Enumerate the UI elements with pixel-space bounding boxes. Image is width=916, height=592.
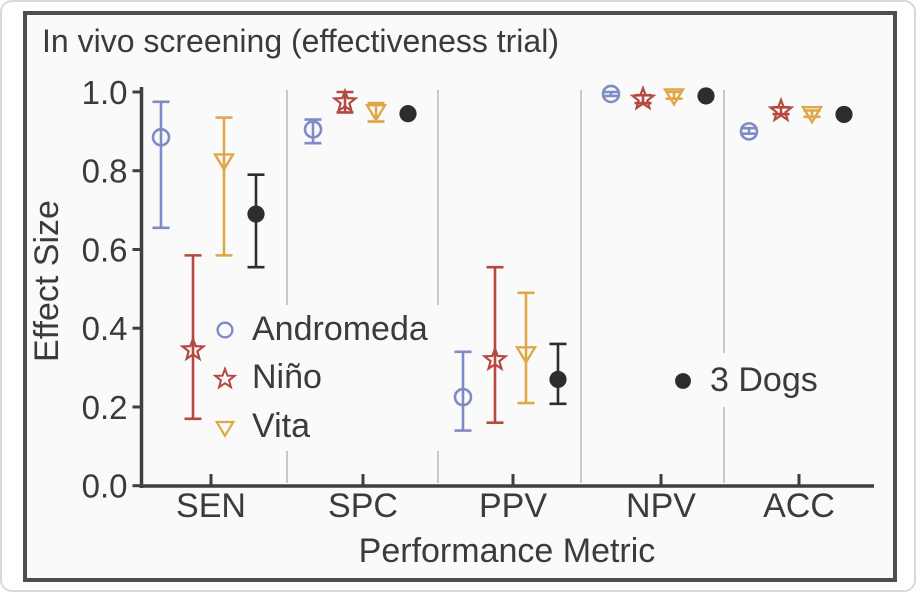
3-dogs-marker-npv <box>697 87 715 105</box>
ni-o-errorbar-ppv <box>486 265 504 425</box>
vita-marker-ppv <box>514 346 538 365</box>
y-tick-label-0.0: 0.0 <box>82 468 128 505</box>
vita-errorbar-npv <box>665 90 683 100</box>
legend-label-vita: Vita <box>252 407 310 446</box>
filled-circle-icon <box>675 373 691 389</box>
y-tick-label-0.4: 0.4 <box>82 310 128 347</box>
andromeda-marker-spc <box>303 120 323 139</box>
x-tick-label-spc: SPC <box>328 487 398 525</box>
andromeda-marker-npv <box>601 84 621 104</box>
ni-o-marker-sen <box>179 335 207 362</box>
andromeda-errorbar-ppv <box>454 350 472 432</box>
andromeda-marker-sen <box>151 127 171 147</box>
x-tick-label-ppv: PPV <box>479 487 547 525</box>
legend-baseline: 3 Dogs <box>666 353 862 407</box>
3-dogs-marker-acc <box>835 105 853 124</box>
legend-label-nino: Niño <box>252 358 322 397</box>
legend-label-3-dogs: 3 Dogs <box>710 360 818 399</box>
series-vita <box>212 88 824 405</box>
y-axis-label: Effect Size <box>28 200 66 362</box>
andromeda-errorbar-spc <box>304 118 322 145</box>
legend-item-vita: Vita <box>208 407 452 447</box>
x-axis-label: Performance Metric <box>358 532 656 570</box>
andromeda-errorbar-acc <box>740 126 758 136</box>
y-tick-label-0.6: 0.6 <box>82 231 128 268</box>
vita-marker-acc <box>800 105 824 125</box>
x-tick-label-npv: NPV <box>626 487 696 525</box>
vita-errorbar-sen <box>215 116 233 257</box>
ni-o-marker-npv <box>629 84 657 111</box>
andromeda-marker-ppv <box>453 387 473 407</box>
series-andromeda <box>151 84 759 432</box>
ni-o-marker-acc <box>767 96 795 123</box>
3-dogs-marker-spc <box>399 105 417 123</box>
y-tick-label-0.2: 0.2 <box>82 389 128 426</box>
y-tick-label-1.0: 1.0 <box>82 74 128 111</box>
ni-o-marker-ppv <box>481 345 509 372</box>
chart-title: In vivo screening (effectiveness trial) <box>42 23 559 59</box>
legend-item-3-dogs: 3 Dogs <box>666 360 862 400</box>
vita-marker-sen <box>212 153 236 172</box>
y-tick-label-0.8: 0.8 <box>82 153 128 190</box>
andromeda-marker-acc <box>739 122 759 141</box>
ni-o-marker-spc <box>331 87 359 114</box>
open-star-icon <box>212 365 238 390</box>
legend-item-nino: Niño <box>208 358 452 398</box>
x-tick-label-acc: ACC <box>763 487 835 525</box>
andromeda-errorbar-npv <box>602 90 620 98</box>
legend-item-andromeda: Andromeda <box>208 309 452 349</box>
series-ni-o <box>179 84 795 425</box>
open-triangle-down-icon <box>214 420 236 438</box>
legend-label-andromeda: Andromeda <box>252 309 428 348</box>
x-tick-label-sen: SEN <box>176 487 246 525</box>
series-3-dogs <box>247 87 853 406</box>
3-dogs-marker-ppv <box>549 370 567 389</box>
andromeda-errorbar-sen <box>152 100 170 230</box>
legend-series: Andromeda Niño Vita <box>208 305 452 451</box>
3-dogs-marker-sen <box>247 205 265 223</box>
vita-marker-npv <box>662 88 686 107</box>
open-circle-icon <box>216 321 234 339</box>
vita-marker-spc <box>364 103 388 123</box>
